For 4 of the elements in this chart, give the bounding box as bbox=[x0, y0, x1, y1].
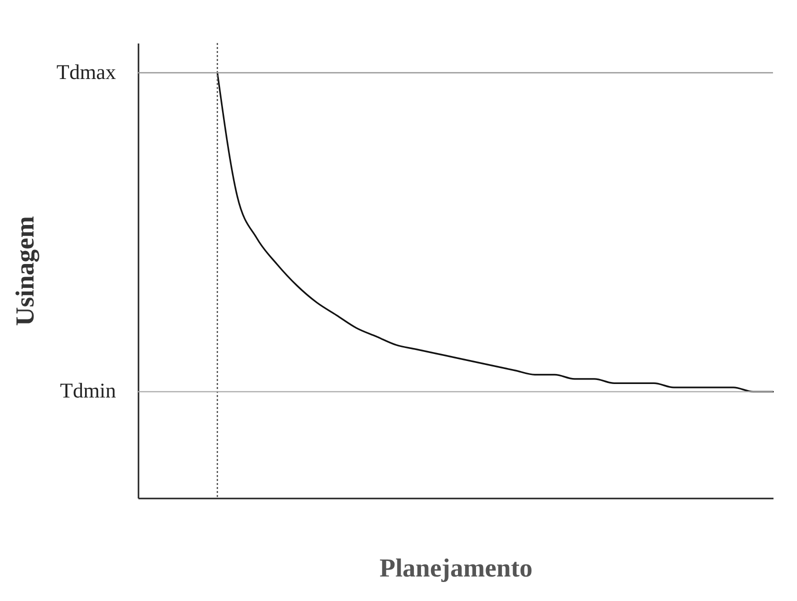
ref-line-label: Tdmax bbox=[56, 60, 116, 84]
ref-line-label: Tdmin bbox=[60, 378, 116, 403]
y-axis-title: Usinagem bbox=[10, 216, 40, 326]
x-axis-title: Planejamento bbox=[379, 554, 533, 582]
